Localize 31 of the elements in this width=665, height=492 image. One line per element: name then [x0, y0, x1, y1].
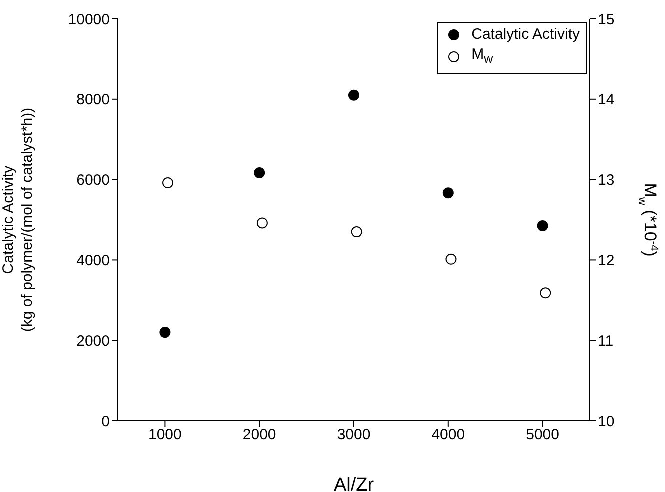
y2-tick-label: 13	[598, 172, 615, 190]
y2-tick-label: 11	[598, 332, 614, 350]
point	[162, 178, 174, 189]
legend-label: M$_{w}$	[472, 45, 494, 68]
point	[446, 254, 457, 265]
point	[351, 226, 362, 238]
point	[537, 220, 548, 232]
x-axis-title: Al/Zr	[334, 475, 375, 492]
y-tick-label: 4000	[76, 252, 110, 270]
y-tick-label: 0	[102, 413, 110, 430]
y-tick-label: 10000	[68, 11, 110, 28]
point	[160, 327, 171, 338]
x-tick-label: 1000	[148, 426, 182, 444]
y-tick-label: 8000	[76, 92, 110, 109]
point	[254, 167, 266, 178]
y-tick-label: 6000	[76, 172, 110, 190]
point	[540, 288, 552, 299]
y2-tick-label: 15	[598, 11, 615, 28]
point	[348, 90, 360, 101]
y2-tick-label: 14	[598, 92, 615, 109]
point	[442, 188, 454, 199]
x-tick-label: 4000	[432, 426, 466, 444]
point	[256, 218, 268, 229]
y2-tick-label: 10	[598, 413, 615, 430]
y-axis-title: Catalytic Activity (kg of polymer/(mol of catalyst*h))	[0, 108, 36, 332]
x-tick-label: 3000	[337, 426, 371, 444]
x-tick-label: 5000	[526, 426, 560, 444]
y2-tick-label: 12	[598, 252, 615, 270]
y-tick-label: 2000	[76, 332, 110, 350]
x-tick-label: 2000	[242, 426, 276, 444]
legend-label: Catalytic Activity	[472, 25, 580, 45]
